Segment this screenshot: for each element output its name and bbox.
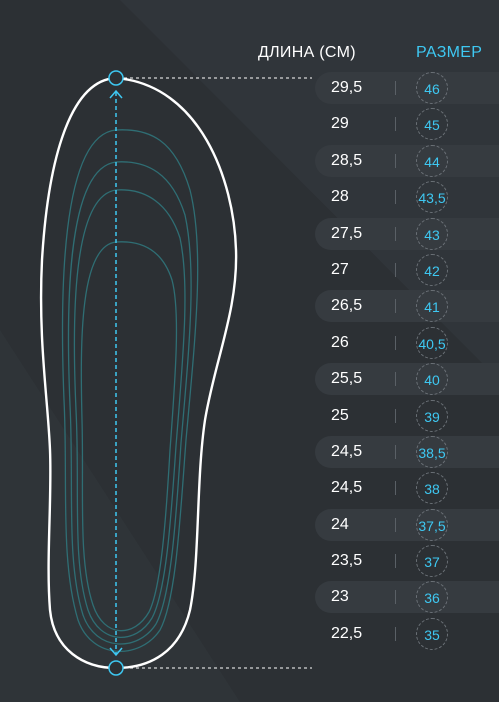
length-value: 29 xyxy=(331,115,349,133)
length-value: 27,5 xyxy=(331,224,363,242)
size-value-badge: 38,5 xyxy=(416,435,448,468)
size-value-badge: 43,5 xyxy=(416,181,448,214)
row-separator xyxy=(395,590,396,605)
length-value: 26 xyxy=(331,333,349,351)
size-value-badge: 35 xyxy=(416,617,448,650)
top-measure-point-icon xyxy=(108,70,124,86)
row-separator xyxy=(395,190,396,205)
size-value-badge: 45 xyxy=(416,108,448,141)
table-row: 27,5 43 xyxy=(315,216,499,252)
arrow-up-icon xyxy=(109,89,123,99)
length-value: 28,5 xyxy=(331,151,363,169)
table-row: 25,5 40 xyxy=(315,361,499,397)
insole-contour-3 xyxy=(73,189,186,638)
table-row: 24 37,5 xyxy=(315,507,499,543)
insole-contour-1 xyxy=(61,129,199,652)
length-column-header: ДЛИНА (СМ) xyxy=(258,44,356,61)
length-value: 24,5 xyxy=(331,479,363,497)
length-value: 24 xyxy=(331,515,349,533)
size-value-badge: 41 xyxy=(416,290,448,323)
size-value-badge: 37 xyxy=(416,545,448,578)
row-separator xyxy=(395,554,396,569)
table-row: 26,5 41 xyxy=(315,288,499,324)
length-value: 29,5 xyxy=(331,79,363,96)
arrow-down-icon xyxy=(109,647,123,657)
table-row: 25 39 xyxy=(315,398,499,434)
row-separator xyxy=(395,481,396,496)
row-separator xyxy=(395,626,396,641)
row-separator xyxy=(395,153,396,168)
length-value: 23 xyxy=(331,588,349,606)
size-value-badge: 42 xyxy=(416,253,448,286)
size-value-badge: 39 xyxy=(416,399,448,432)
length-value: 23,5 xyxy=(331,552,363,570)
row-separator xyxy=(395,335,396,350)
table-row: 28 43,5 xyxy=(315,179,499,215)
table-row: 24,5 38 xyxy=(315,470,499,506)
table-row: 29,5 46 xyxy=(315,70,499,106)
length-value: 28 xyxy=(331,188,349,206)
size-value-badge: 40,5 xyxy=(416,326,448,359)
size-value-badge: 37,5 xyxy=(416,508,448,541)
size-value-badge: 44 xyxy=(416,144,448,177)
table-row: 28,5 44 xyxy=(315,143,499,179)
length-value: 25,5 xyxy=(331,370,363,388)
table-row: 23,5 37 xyxy=(315,543,499,579)
table-row: 23 36 xyxy=(315,579,499,615)
bottom-measure-point-icon xyxy=(108,660,124,676)
table-row: 26 40,5 xyxy=(315,325,499,361)
row-separator xyxy=(395,444,396,459)
row-separator xyxy=(395,117,396,132)
size-value-badge: 38 xyxy=(416,472,448,505)
row-separator xyxy=(395,299,396,314)
table-row: 29 45 xyxy=(315,106,499,142)
size-value-badge: 46 xyxy=(416,72,448,104)
length-value: 27 xyxy=(331,260,349,278)
length-value: 26,5 xyxy=(331,297,363,315)
insole-contour-4 xyxy=(80,241,178,632)
row-separator xyxy=(395,372,396,387)
size-value-badge: 36 xyxy=(416,581,448,614)
size-value-badge: 43 xyxy=(416,217,448,250)
row-separator xyxy=(395,81,396,95)
row-separator xyxy=(395,262,396,277)
length-value: 25 xyxy=(331,406,349,424)
table-row: 27 42 xyxy=(315,252,499,288)
size-value-badge: 40 xyxy=(416,363,448,396)
size-table: 29,5 46 29 45 28,5 44 28 43,5 27,5 43 27 42 26,5 41 26… xyxy=(315,70,499,652)
table-row: 24,5 38,5 xyxy=(315,434,499,470)
insole-contour-2 xyxy=(67,161,192,645)
row-separator xyxy=(395,408,396,423)
length-value: 22,5 xyxy=(331,624,363,642)
table-row: 22,5 35 xyxy=(315,616,499,652)
row-separator xyxy=(395,226,396,241)
size-column-header: РАЗМЕР xyxy=(416,44,483,61)
length-value: 24,5 xyxy=(331,442,363,460)
row-separator xyxy=(395,517,396,532)
